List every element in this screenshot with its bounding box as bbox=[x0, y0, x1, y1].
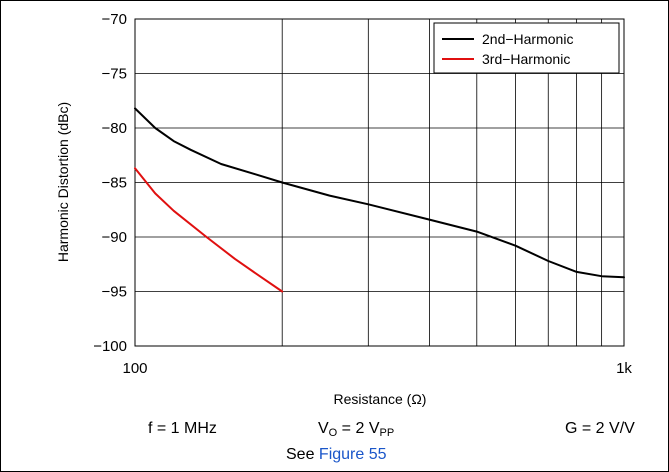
vo-prefix: V bbox=[318, 420, 329, 437]
output-voltage-condition: VO = 2 VPP bbox=[318, 420, 394, 439]
x-tick-label: 1k bbox=[616, 360, 632, 377]
y-tick-label: −80 bbox=[102, 120, 127, 137]
gain-condition: G = 2 V/V bbox=[565, 420, 635, 437]
frequency-condition: f = 1 MHz bbox=[148, 420, 217, 437]
y-tick-label: −70 bbox=[102, 11, 127, 28]
vo-subscript: O bbox=[328, 427, 338, 439]
vo-unit-subscript: PP bbox=[379, 427, 395, 439]
legend: 2nd−Harmonic 3rd−Harmonic bbox=[433, 22, 620, 74]
legend-box bbox=[433, 22, 620, 74]
y-tick-label: −75 bbox=[102, 66, 127, 83]
series-line-3rd-harmonic bbox=[134, 167, 284, 293]
see-figure-note: See Figure 55 bbox=[286, 446, 387, 464]
figure-55-link[interactable]: Figure 55 bbox=[318, 446, 387, 463]
series-lines bbox=[134, 107, 625, 293]
legend-label-2nd-harmonic: 2nd−Harmonic bbox=[482, 31, 573, 47]
x-axis-label: Resistance (Ω) bbox=[334, 391, 427, 407]
x-tick-label: 100 bbox=[122, 360, 147, 377]
see-prefix: See bbox=[286, 446, 319, 463]
legend-label-3rd-harmonic: 3rd−Harmonic bbox=[482, 51, 570, 67]
y-axis-label: Harmonic Distortion (dBc) bbox=[55, 102, 71, 262]
y-tick-label: −90 bbox=[102, 229, 127, 246]
y-tick-label: −85 bbox=[102, 175, 127, 192]
plot-area-border bbox=[134, 18, 625, 347]
series-line-2nd-harmonic bbox=[134, 107, 625, 279]
x-tick-labels: 100 1k bbox=[122, 360, 632, 377]
y-tick-label: −100 bbox=[93, 338, 127, 355]
y-tick-label: −95 bbox=[102, 284, 127, 301]
vo-value: = 2 V bbox=[337, 420, 380, 437]
y-tick-labels: −70 −75 −80 −85 −90 −95 −100 bbox=[93, 11, 127, 355]
